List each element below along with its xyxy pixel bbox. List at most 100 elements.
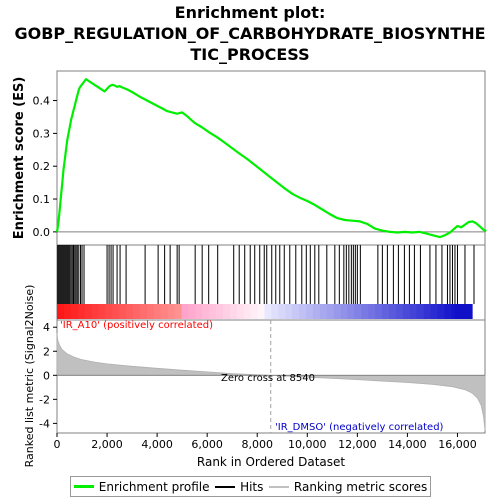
rank-color-band-segment bbox=[77, 304, 86, 319]
rank-color-band-segment bbox=[292, 304, 300, 319]
rank-color-band-segment bbox=[395, 304, 404, 319]
chart-title: Enrichment plot: GOBP_REGULATION_OF_CARB… bbox=[0, 2, 500, 65]
rank-color-band-segment bbox=[174, 304, 183, 319]
legend-item-enrichment-profile: Enrichment profile bbox=[73, 479, 210, 494]
rank-color-band-segment bbox=[202, 304, 210, 319]
xtick-label: 8,000 bbox=[241, 438, 273, 451]
rank-color-band-segment bbox=[140, 304, 148, 319]
xtick-label: 12,000 bbox=[338, 438, 377, 451]
legend-label-hits: Hits bbox=[240, 479, 264, 494]
rank-color-band-segment bbox=[312, 304, 321, 319]
rank-color-band-segment bbox=[423, 304, 432, 319]
rank-color-band-segment bbox=[271, 304, 279, 319]
legend: Enrichment profile Hits Ranking metric s… bbox=[70, 476, 431, 497]
rank-color-band-segment bbox=[306, 304, 314, 319]
ranked-metric-panel: Zero cross at 8540 'IR_A10' (positively c… bbox=[39, 319, 486, 451]
rank-color-band-segment bbox=[340, 304, 349, 319]
rank-color-band-segment bbox=[70, 304, 79, 319]
xtick-label: 14,000 bbox=[388, 438, 427, 451]
hits-panel bbox=[56, 244, 486, 321]
legend-item-ranking-metric: Ranking metric scores bbox=[268, 479, 428, 494]
rank-color-band-end bbox=[455, 304, 472, 319]
xtick-label: 0 bbox=[54, 438, 61, 451]
rank-color-band-segment bbox=[389, 304, 397, 319]
rank-color-band-segment bbox=[167, 304, 176, 319]
rank-color-band-segment bbox=[91, 304, 100, 319]
ranked-ytick-label: -2 bbox=[39, 393, 50, 406]
x-axis-label: Rank in Ordered Dataset bbox=[197, 455, 345, 469]
rank-color-band-segment bbox=[437, 304, 445, 319]
enrichment-profile-line bbox=[55, 78, 487, 239]
rank-color-band-segment bbox=[368, 304, 376, 319]
rank-color-band-segment bbox=[229, 304, 238, 319]
ranked-ytick-label: 2 bbox=[43, 345, 50, 358]
rank-color-band-segment bbox=[250, 304, 259, 319]
ranked-ytick-label: 4 bbox=[43, 321, 50, 334]
rank-color-band-segment bbox=[216, 304, 224, 319]
chart-title-line-3: TIC_PROCESS bbox=[190, 45, 310, 64]
legend-swatch-enrichment-profile bbox=[73, 485, 94, 488]
rank-color-band-segment bbox=[409, 304, 418, 319]
rank-color-band-segment bbox=[126, 304, 134, 319]
xtick-label: 2,000 bbox=[91, 438, 123, 451]
rank-color-band-segment bbox=[160, 304, 169, 319]
es-ytick-label: 0.1 bbox=[33, 193, 51, 206]
enrichment-panel: 0.0 0.1 0.2 0.3 0.4 bbox=[33, 70, 487, 246]
zero-cross-label: Zero cross at 8540 bbox=[221, 373, 315, 384]
rank-color-band-segment bbox=[223, 304, 231, 319]
rank-color-band-segment bbox=[326, 304, 335, 319]
rank-color-band-segment bbox=[57, 304, 65, 319]
negative-correlation-label: 'IR_DMSO' (negatively correlated) bbox=[275, 422, 444, 433]
rank-color-band-segment bbox=[84, 304, 93, 319]
enrichment-plot-area bbox=[56, 70, 486, 246]
xtick-label: 10,000 bbox=[288, 438, 327, 451]
xtick-label: 6,000 bbox=[191, 438, 223, 451]
axis-labels: Rank in Ordered Dataset Enrichment score … bbox=[12, 77, 345, 469]
xtick-label: 16,000 bbox=[438, 438, 477, 451]
legend-swatch-ranking-metric bbox=[268, 485, 289, 488]
rank-color-band-segment bbox=[119, 304, 127, 319]
chart-title-line-2: GOBP_REGULATION_OF_CARBOHYDRATE_BIOSYNTH… bbox=[14, 24, 486, 43]
legend-label-ranking-metric: Ranking metric scores bbox=[293, 479, 428, 494]
rank-color-band-segment bbox=[264, 304, 273, 319]
rank-color-band-segment bbox=[105, 304, 113, 319]
rank-color-band-segment bbox=[382, 304, 390, 319]
es-ytick-label: 0.0 bbox=[33, 226, 51, 239]
rank-color-band-segment bbox=[319, 304, 328, 319]
rank-color-band-segment bbox=[402, 304, 411, 319]
rank-color-band-segment bbox=[146, 304, 155, 319]
rank-color-band-segment bbox=[444, 304, 452, 319]
es-ytick-label: 0.3 bbox=[33, 127, 51, 140]
positive-correlation-label: 'IR_A10' (positively correlated) bbox=[60, 320, 213, 331]
legend-item-hits: Hits bbox=[215, 480, 263, 494]
es-ytick-label: 0.4 bbox=[33, 95, 51, 108]
rank-color-band-segment bbox=[333, 304, 342, 319]
rank-color-band-segment bbox=[133, 304, 141, 319]
es-y-axis-label: Enrichment score (ES) bbox=[12, 77, 27, 240]
rank-color-band-segment bbox=[188, 304, 196, 319]
rank-color-band-segment bbox=[257, 304, 266, 319]
rank-color-band-segment bbox=[430, 304, 439, 319]
rank-color-band-segment bbox=[112, 304, 120, 319]
rank-color-band-segment bbox=[361, 304, 369, 319]
es-ytick-label: 0.2 bbox=[33, 160, 51, 173]
rank-color-band-segment bbox=[354, 304, 362, 319]
rank-color-band-segment bbox=[375, 304, 383, 319]
rank-color-band-segment bbox=[285, 304, 293, 319]
rank-color-band-segment bbox=[209, 304, 217, 319]
rank-color-band-segment bbox=[236, 304, 245, 319]
rank-color-band-segment bbox=[243, 304, 252, 319]
rank-color-band-segment bbox=[278, 304, 286, 319]
legend-label-enrichment-profile: Enrichment profile bbox=[98, 479, 210, 494]
ranked-ytick-label: 0 bbox=[43, 369, 50, 382]
rank-color-band-segment bbox=[299, 304, 307, 319]
rank-color-band-segment bbox=[153, 304, 162, 319]
rank-color-band-segment bbox=[195, 304, 203, 319]
xtick-label: 4,000 bbox=[141, 438, 173, 451]
chart-title-line-1: Enrichment plot: bbox=[174, 3, 326, 22]
rank-color-band-segment bbox=[416, 304, 425, 319]
rank-color-band-segment bbox=[98, 304, 107, 319]
ranked-ytick-label: -4 bbox=[39, 417, 50, 430]
rank-color-band-segment bbox=[181, 304, 190, 319]
